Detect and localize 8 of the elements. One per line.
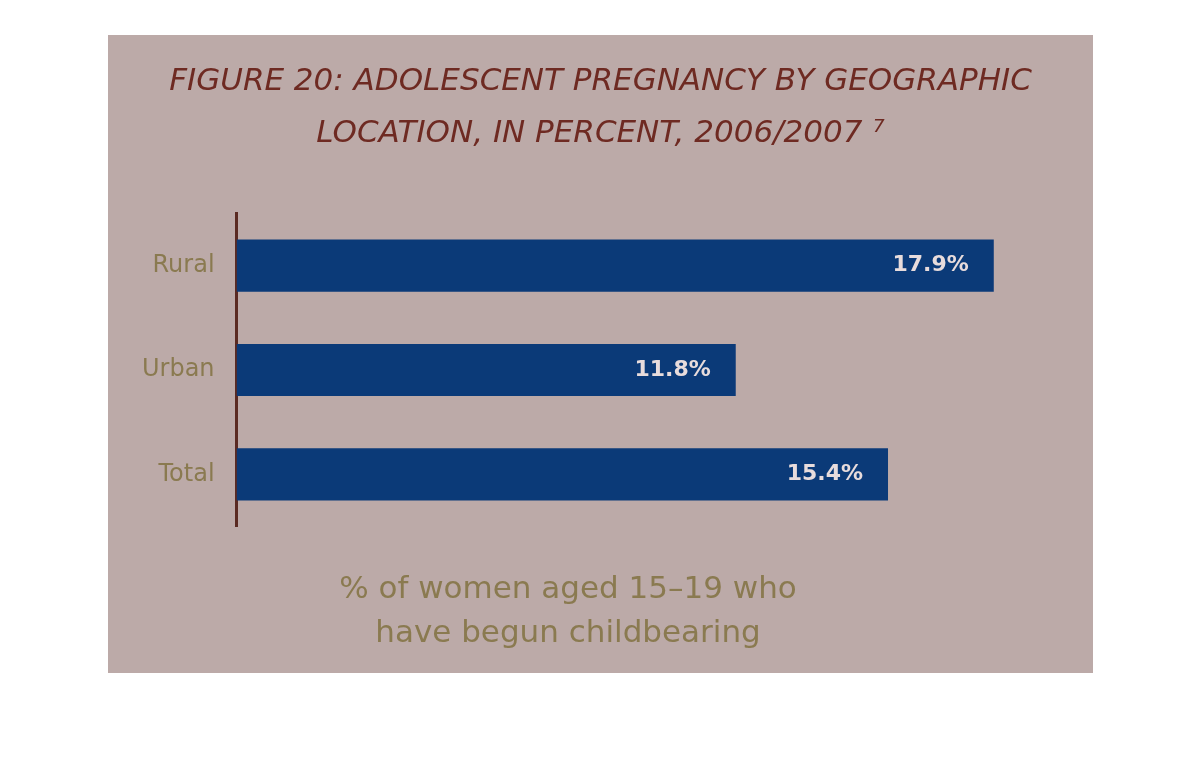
y-tick-label: Total bbox=[157, 458, 215, 487]
x-axis-title: % of women aged 15–19 who have begun childbearing bbox=[338, 568, 798, 651]
data-label: 17.9% bbox=[892, 251, 969, 277]
data-label: 11.8% bbox=[634, 355, 711, 381]
data-label: 15.4% bbox=[786, 460, 864, 486]
y-tick-label: Rural bbox=[152, 249, 215, 278]
chart-title: FIGURE 20: ADOLESCENT PREGNANCY BY GEOGRAPHIC LOCATION, IN PERCENT, 2006/2007 ⁷ bbox=[168, 60, 1033, 151]
y-tick-label: Urban bbox=[141, 354, 215, 383]
